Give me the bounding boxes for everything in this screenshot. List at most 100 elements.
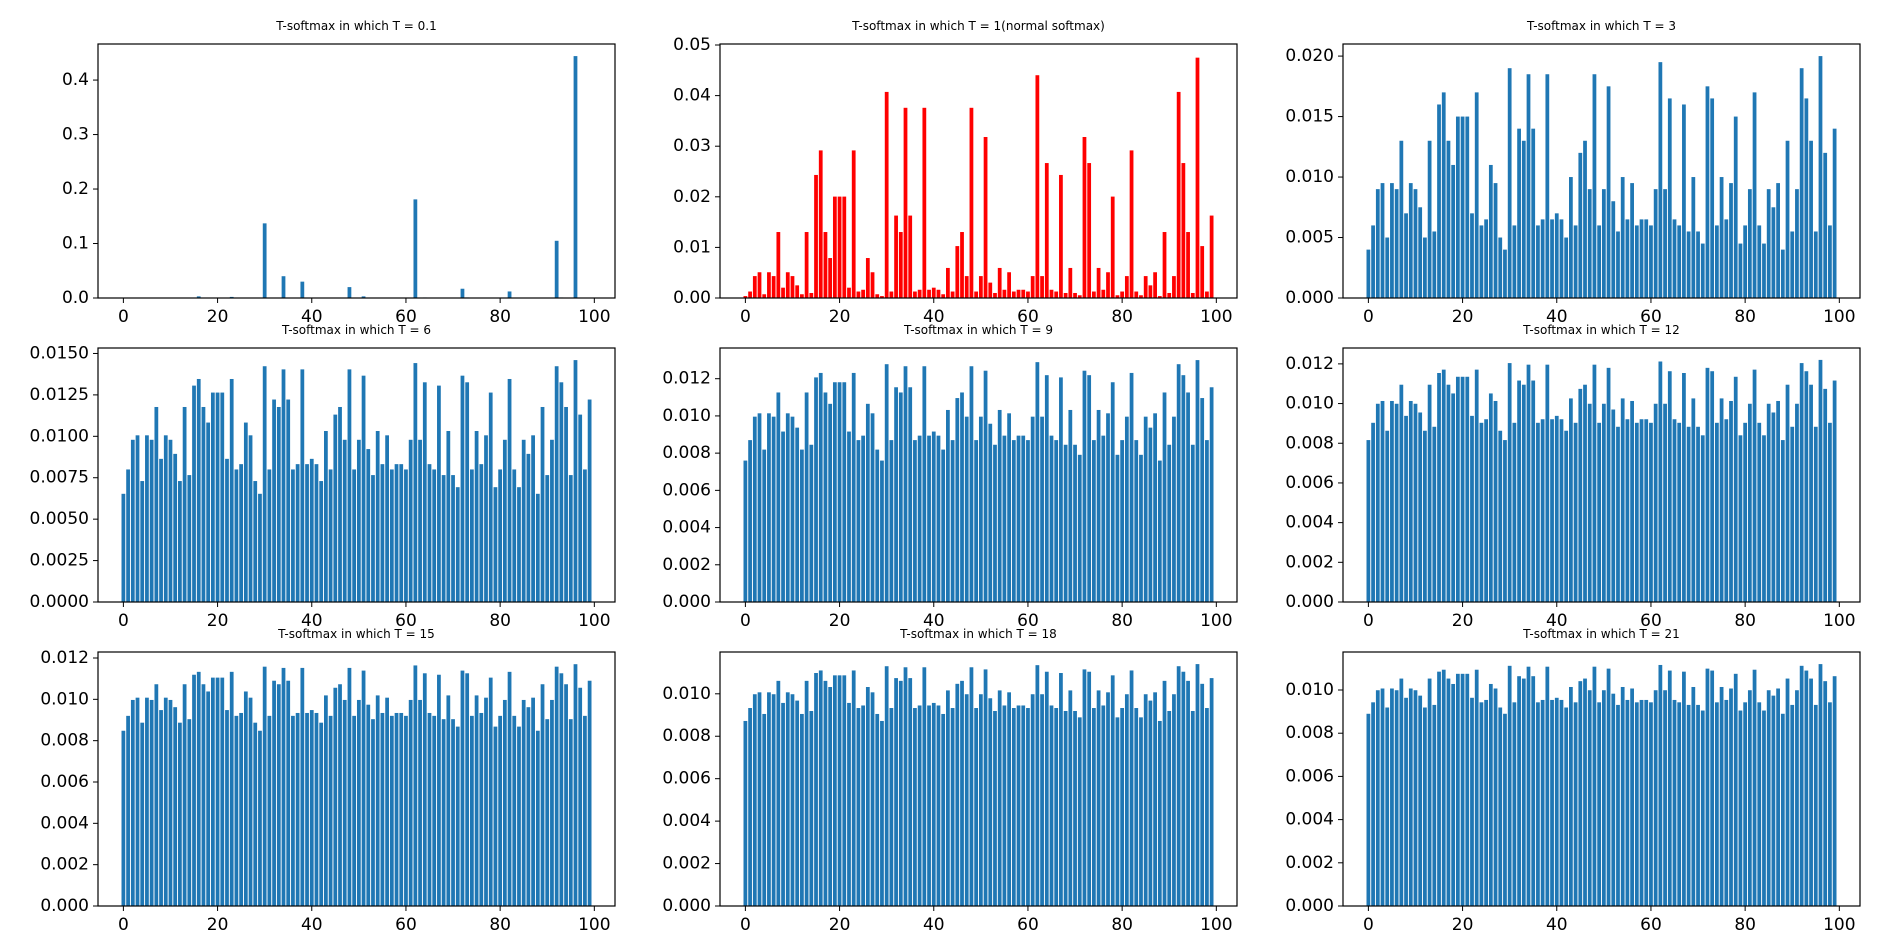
x-tick-label: 0 — [740, 611, 751, 631]
bar — [1611, 693, 1616, 906]
bar — [1630, 400, 1634, 602]
bar — [752, 276, 757, 298]
bar — [1011, 708, 1016, 906]
bar — [267, 469, 272, 602]
bar — [493, 487, 498, 602]
bar — [1134, 291, 1139, 298]
bar — [225, 458, 229, 602]
y-tick-label: 0.005 — [1285, 228, 1334, 248]
bar — [573, 664, 578, 906]
bar — [1813, 704, 1818, 906]
y-tick-label: 0.010 — [40, 689, 89, 709]
bar — [1649, 225, 1653, 298]
bar — [1167, 292, 1172, 298]
bar — [1186, 392, 1190, 602]
bar — [880, 720, 884, 906]
bar — [460, 375, 465, 602]
bar — [507, 291, 512, 298]
bar — [1644, 699, 1649, 906]
bar — [762, 713, 767, 906]
bar — [1620, 398, 1625, 602]
bar — [1181, 375, 1186, 602]
bar — [262, 366, 267, 602]
bar — [1780, 713, 1785, 906]
bar — [135, 697, 140, 906]
bar — [1153, 413, 1157, 602]
bar — [248, 435, 253, 602]
bar — [946, 409, 950, 602]
bar — [1432, 426, 1437, 602]
y-tick-label: 0.002 — [1285, 552, 1334, 572]
bar — [385, 435, 389, 602]
bar — [1209, 387, 1214, 602]
bar — [1375, 189, 1380, 298]
bar — [1507, 665, 1512, 906]
bar — [847, 431, 851, 602]
bar — [1813, 231, 1818, 298]
y-tick-label: 0.000 — [1285, 592, 1334, 612]
bar — [145, 435, 149, 602]
bar — [1451, 683, 1456, 906]
bar — [1747, 403, 1752, 602]
bar — [1380, 183, 1385, 298]
bar — [1710, 670, 1715, 906]
y-tick-label: 0.004 — [662, 811, 711, 831]
bar — [1044, 163, 1049, 298]
x-tick-label: 100 — [1200, 307, 1232, 327]
bar — [1804, 670, 1809, 906]
bar — [842, 675, 847, 906]
bar — [573, 360, 578, 602]
y-tick-label: 0.000 — [1285, 288, 1334, 308]
bar — [474, 431, 479, 602]
bar — [328, 469, 333, 602]
bar — [1427, 140, 1432, 298]
x-tick-label: 80 — [1734, 611, 1756, 631]
bar — [550, 699, 554, 906]
bar — [1517, 380, 1521, 602]
bar — [1484, 419, 1489, 602]
bar — [1776, 400, 1780, 602]
axes-frame — [97, 43, 616, 299]
chart-title: T-softmax in which T = 15 — [277, 627, 435, 641]
bar — [828, 687, 833, 906]
y-tick-label: 0.000 — [662, 592, 711, 612]
bar — [1719, 398, 1724, 602]
bar — [1026, 708, 1030, 906]
bar — [908, 387, 913, 602]
bar — [1399, 384, 1404, 602]
y-tick-label: 0.0025 — [30, 551, 89, 571]
bar — [1733, 673, 1738, 906]
bar — [1488, 164, 1493, 298]
bar — [1512, 422, 1517, 602]
bar — [1437, 671, 1441, 906]
bar — [1139, 295, 1143, 298]
bar — [276, 406, 281, 602]
bar — [573, 56, 578, 298]
bar — [1771, 412, 1776, 602]
y-tick-label: 0.0100 — [30, 426, 89, 446]
y-tick-label: 0.0150 — [30, 343, 89, 363]
bar — [894, 387, 898, 602]
x-tick-label: 60 — [1017, 307, 1039, 327]
x-tick-label: 0 — [1363, 611, 1374, 631]
bar — [1799, 363, 1804, 602]
bar — [1474, 369, 1479, 602]
bar — [1371, 702, 1375, 906]
bar — [243, 691, 248, 906]
bar — [178, 481, 182, 602]
bar — [441, 475, 446, 602]
bar — [1766, 189, 1771, 298]
bar — [1167, 444, 1172, 602]
bar — [1521, 678, 1526, 906]
bar — [206, 422, 211, 602]
bar — [1366, 440, 1371, 602]
bar — [1063, 292, 1068, 298]
bar — [300, 667, 305, 906]
bar — [1526, 666, 1531, 906]
bar — [1465, 376, 1470, 602]
bar — [1016, 435, 1021, 602]
bar — [790, 694, 795, 906]
bar — [1667, 371, 1672, 602]
bar — [931, 702, 936, 906]
